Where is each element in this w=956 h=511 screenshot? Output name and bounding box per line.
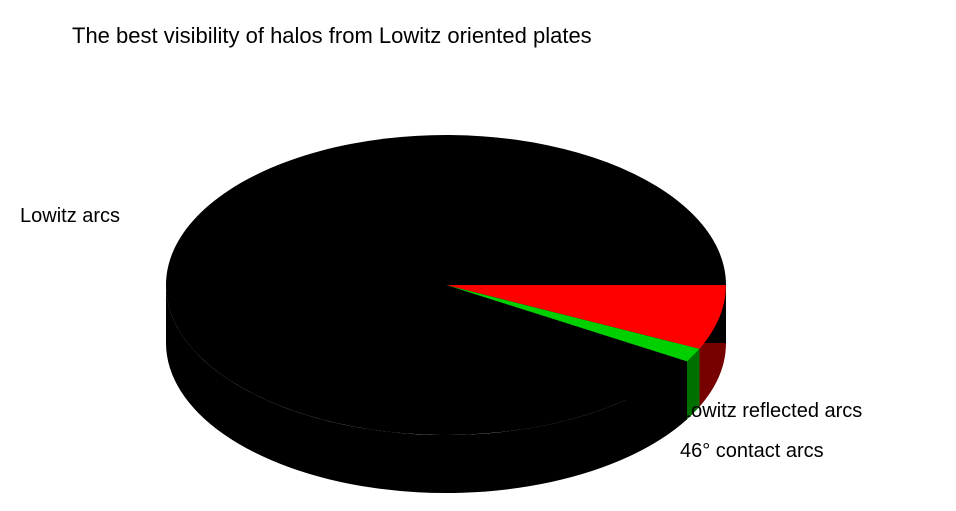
label-46-contact-arcs: 46° contact arcs — [680, 440, 824, 463]
label-lowitz-arcs: Lowitz arcs — [20, 205, 120, 228]
pie-chart — [0, 0, 956, 511]
label-lowitz-reflected-arcs: Lowitz reflected arcs — [680, 400, 862, 423]
